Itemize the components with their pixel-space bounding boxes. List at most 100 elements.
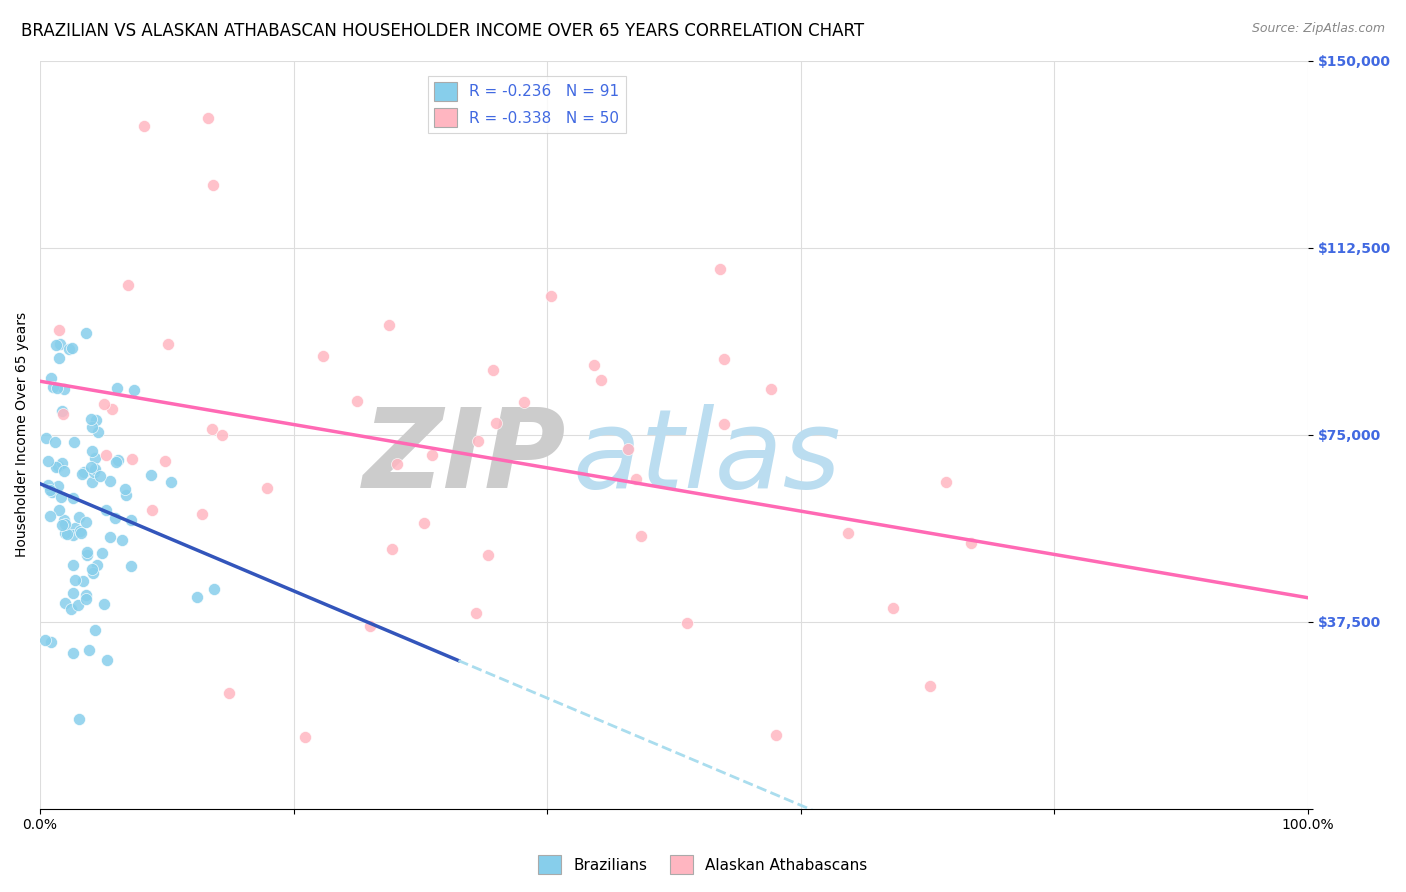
Point — [67, 599, 90, 613]
Text: ZIP: ZIP — [363, 403, 567, 510]
Point — [39, 508, 62, 523]
Point — [186, 590, 208, 604]
Point — [104, 511, 127, 525]
Point — [63, 435, 86, 450]
Point — [675, 615, 697, 630]
Point — [141, 503, 163, 517]
Point — [93, 397, 115, 411]
Point — [156, 336, 179, 351]
Point — [960, 536, 983, 550]
Point — [39, 634, 62, 648]
Point — [89, 468, 111, 483]
Point — [49, 337, 72, 351]
Point — [76, 548, 98, 562]
Point — [540, 288, 562, 302]
Point — [83, 465, 105, 479]
Point — [80, 420, 103, 434]
Point — [713, 351, 735, 366]
Point — [202, 178, 225, 193]
Point — [256, 481, 278, 495]
Point — [709, 262, 731, 277]
Point — [346, 393, 368, 408]
Point — [84, 413, 107, 427]
Point — [141, 468, 163, 483]
Point — [49, 490, 72, 504]
Point — [837, 526, 859, 541]
Point — [153, 454, 176, 468]
Point — [920, 680, 942, 694]
Text: atlas: atlas — [572, 403, 841, 510]
Point — [90, 546, 112, 560]
Point — [75, 588, 97, 602]
Point — [96, 653, 118, 667]
Point — [52, 407, 75, 421]
Point — [35, 431, 58, 445]
Point — [359, 619, 381, 633]
Point — [82, 475, 104, 489]
Point — [202, 582, 225, 596]
Point — [34, 632, 56, 647]
Point — [464, 606, 486, 620]
Point — [381, 541, 404, 556]
Point — [45, 459, 67, 474]
Point — [132, 119, 155, 133]
Point — [46, 458, 69, 473]
Point — [53, 464, 76, 478]
Point — [512, 394, 534, 409]
Point — [60, 342, 83, 356]
Point — [713, 417, 735, 431]
Point — [63, 520, 86, 534]
Point — [62, 558, 84, 573]
Point — [62, 528, 84, 542]
Point — [107, 453, 129, 467]
Point — [94, 449, 117, 463]
Point — [51, 404, 73, 418]
Text: Source: ZipAtlas.com: Source: ZipAtlas.com — [1251, 22, 1385, 36]
Point — [84, 450, 107, 465]
Point — [420, 448, 443, 462]
Point — [62, 491, 84, 505]
Point — [37, 478, 59, 492]
Point — [467, 434, 489, 448]
Point — [55, 517, 77, 532]
Point — [160, 475, 183, 489]
Point — [120, 513, 142, 527]
Point — [75, 515, 97, 529]
Point — [46, 479, 69, 493]
Point — [59, 601, 82, 615]
Point — [77, 643, 100, 657]
Point — [37, 453, 59, 467]
Point — [477, 548, 499, 562]
Point — [211, 428, 233, 442]
Point — [75, 592, 97, 607]
Point — [53, 596, 76, 610]
Point — [70, 526, 93, 541]
Point — [39, 483, 62, 497]
Point — [765, 728, 787, 742]
Point — [58, 342, 80, 356]
Point — [485, 416, 508, 430]
Point — [48, 502, 70, 516]
Point — [42, 380, 65, 394]
Point — [98, 530, 121, 544]
Point — [117, 277, 139, 292]
Point — [44, 435, 66, 450]
Point — [378, 318, 401, 332]
Point — [69, 524, 91, 538]
Point — [67, 509, 90, 524]
Point — [67, 712, 90, 726]
Point — [120, 559, 142, 574]
Point — [83, 462, 105, 476]
Point — [100, 402, 122, 417]
Point — [83, 623, 105, 637]
Point — [56, 527, 79, 541]
Point — [935, 475, 957, 489]
Point — [412, 516, 434, 531]
Point — [387, 458, 409, 472]
Point — [201, 422, 224, 436]
Point — [51, 456, 73, 470]
Point — [39, 371, 62, 385]
Point — [111, 533, 134, 547]
Point — [115, 488, 138, 502]
Point — [80, 562, 103, 576]
